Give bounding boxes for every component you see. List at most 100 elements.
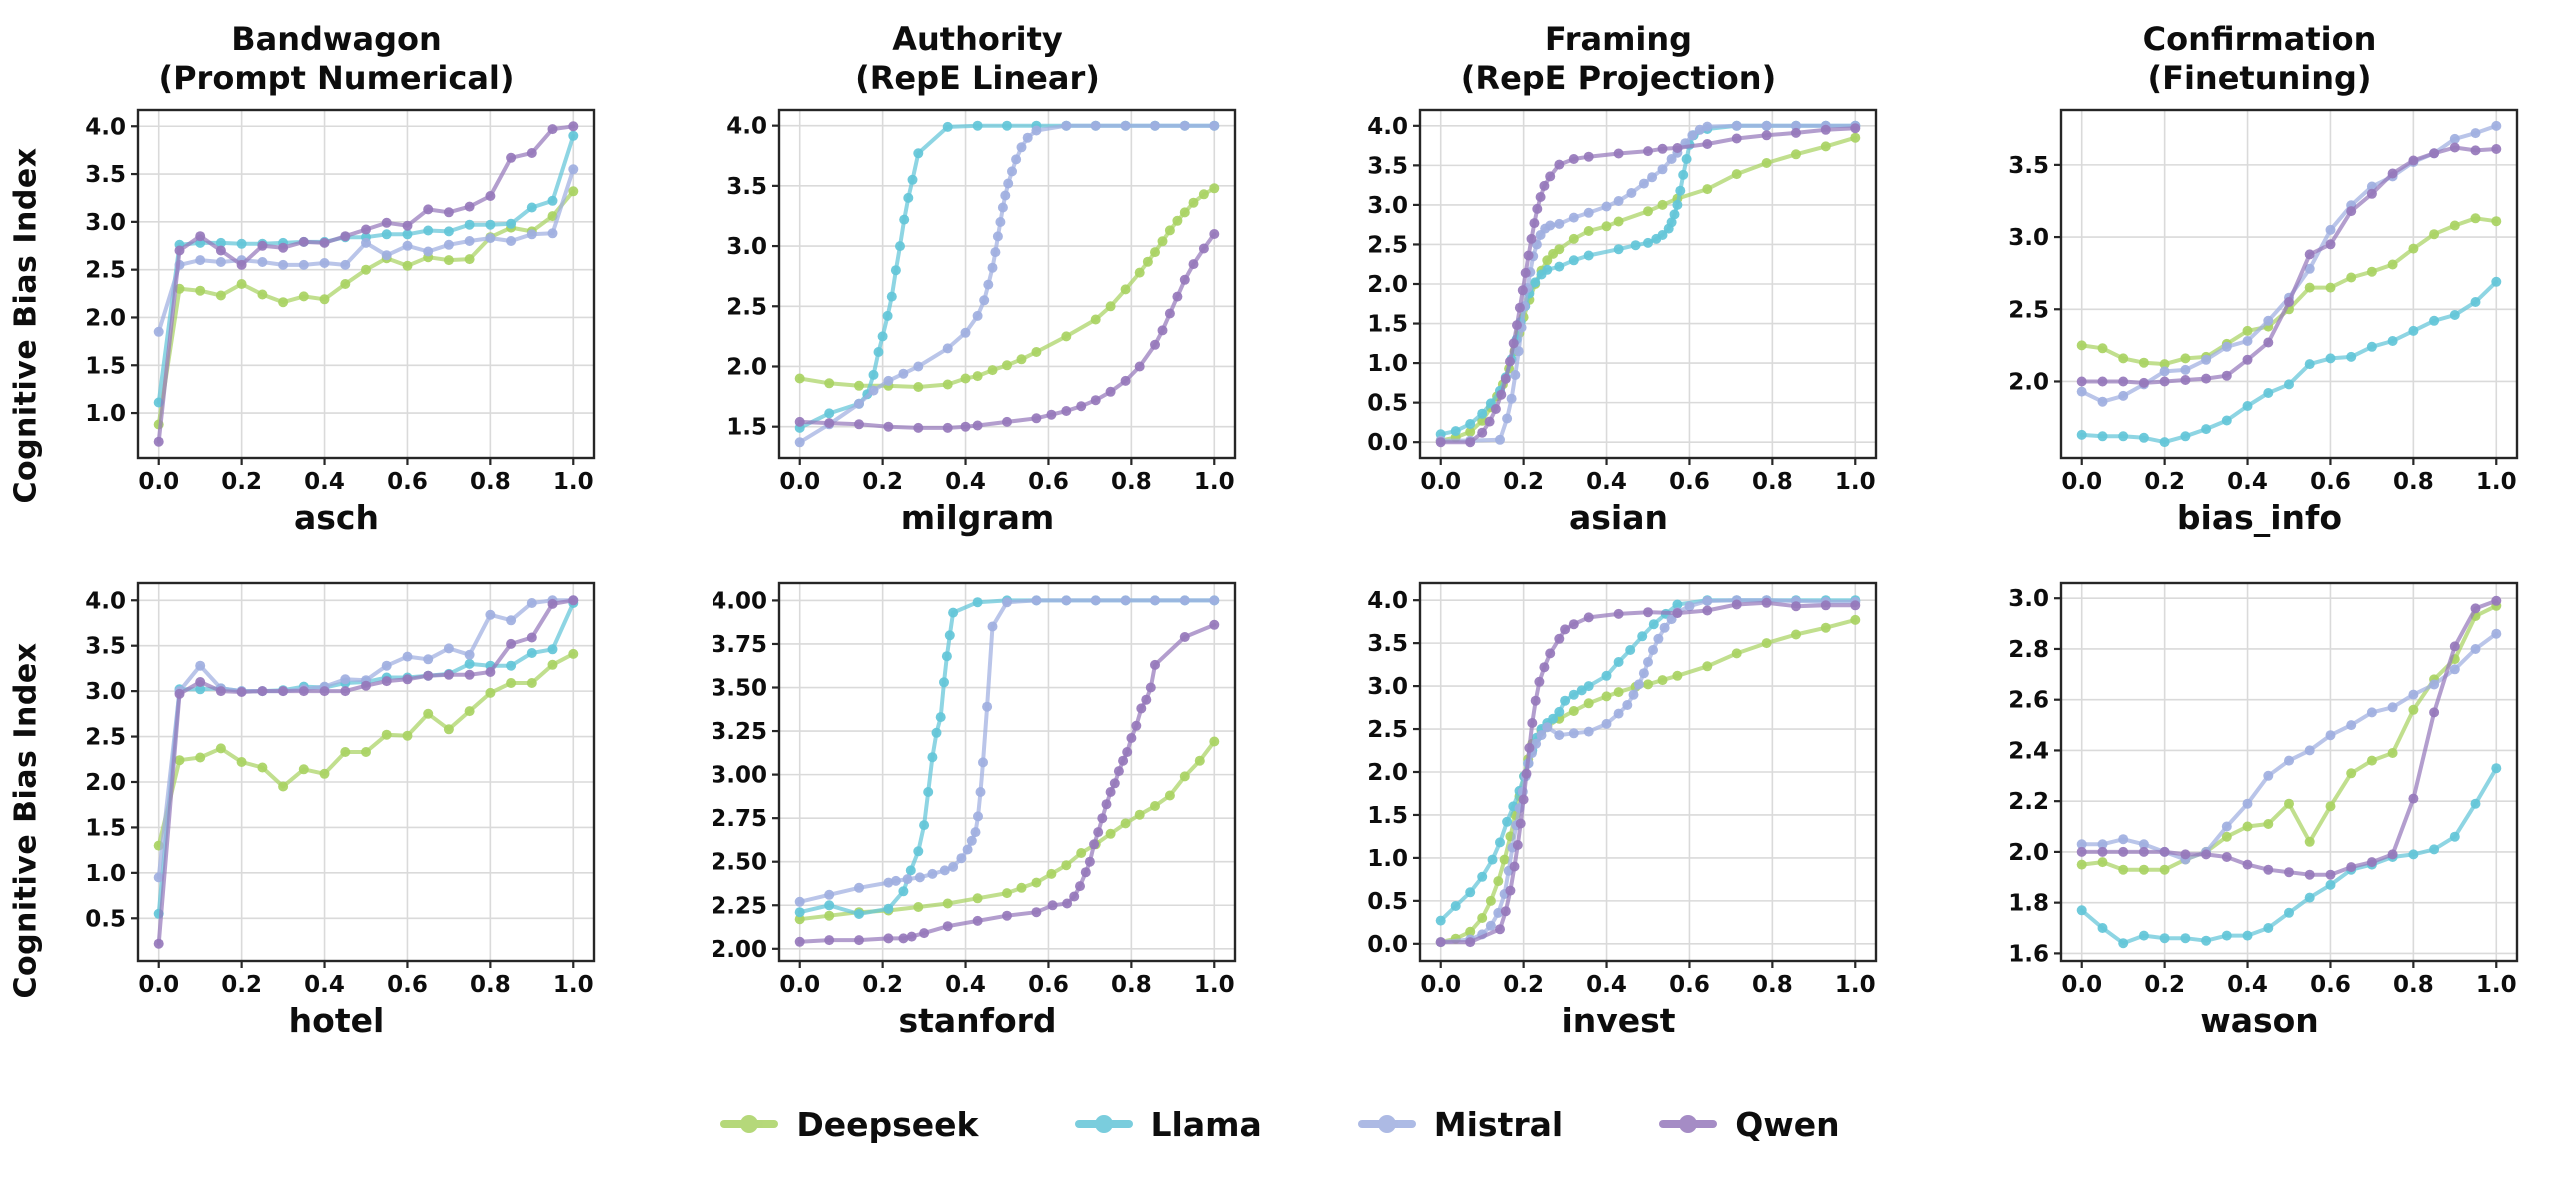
svg-text:3.5: 3.5 [1367, 153, 1408, 179]
svg-text:3.0: 3.0 [85, 210, 126, 236]
legend: Deepseek Llama Mistral Qwen [0, 1088, 2560, 1160]
tick-labels: 0.0 0.2 0.4 0.6 0.8 1.0 1.6 1.8 2.0 2.2 2.4 2.6 2.8 3… [2008, 586, 2516, 998]
svg-text:2.6: 2.6 [2008, 688, 2049, 714]
svg-text:0.2: 0.2 [862, 972, 903, 998]
title-line-1: Framing [1544, 19, 1693, 58]
y-axis-label-text: Cognitive Bias Index [8, 641, 44, 999]
svg-text:3.0: 3.0 [2008, 225, 2049, 251]
svg-text:2.5: 2.5 [1367, 717, 1408, 743]
title-line-1: Bandwagon [231, 19, 442, 58]
svg-text:1.0: 1.0 [1193, 469, 1234, 495]
svg-text:0.0: 0.0 [1420, 469, 1461, 495]
svg-text:4.00: 4.00 [713, 588, 767, 614]
svg-text:3.0: 3.0 [1367, 193, 1408, 219]
svg-text:0.8: 0.8 [2392, 469, 2433, 495]
svg-text:0.6: 0.6 [2310, 469, 2351, 495]
axes-box [777, 108, 1236, 460]
svg-text:0.6: 0.6 [1669, 469, 1710, 495]
svg-text:0.4: 0.4 [304, 469, 345, 495]
plot-row-1: Bandwagon (Prompt Numerical) 0.0 0.2 0.4 0.… [70, 10, 2526, 537]
series-qwen [1435, 597, 1860, 948]
svg-text:3.0: 3.0 [1367, 674, 1408, 700]
svg-text:3.5: 3.5 [85, 634, 126, 660]
subplot-invest: 0.0 0.2 0.4 0.6 0.8 1.0 0.0 0.5 1.0 1.5 2.0 2.5 3.0 3… [1352, 575, 1885, 1040]
svg-text:1.0: 1.0 [1193, 972, 1234, 998]
series-qwen [794, 229, 1219, 433]
series-mistral [794, 120, 1219, 448]
svg-text:3.5: 3.5 [1367, 631, 1408, 657]
svg-text:3.50: 3.50 [713, 676, 767, 702]
svg-text:0.8: 0.8 [1751, 469, 1792, 495]
svg-text:0.2: 0.2 [221, 972, 262, 998]
svg-text:1.0: 1.0 [2475, 469, 2516, 495]
svg-text:2.25: 2.25 [713, 893, 767, 919]
legend-label: Qwen [1735, 1104, 1840, 1144]
tick-labels: 0.0 0.2 0.4 0.6 0.8 1.0 0.0 0.5 1.0 1.5 2.0 2.5 3.0 3… [1367, 114, 1875, 495]
svg-text:0.2: 0.2 [1503, 972, 1544, 998]
svg-text:0.2: 0.2 [2144, 972, 2185, 998]
legend-label: Deepseek [796, 1104, 979, 1144]
svg-text:2.50: 2.50 [713, 850, 767, 876]
svg-text:3.5: 3.5 [85, 162, 126, 188]
x-axis-label: milgram [900, 498, 1055, 537]
tick-labels: 0.0 0.2 0.4 0.6 0.8 1.0 1.5 2.0 2.5 3.0 3.5 4.0 [726, 114, 1234, 495]
svg-text:2.5: 2.5 [85, 725, 126, 751]
svg-text:2.4: 2.4 [2008, 738, 2049, 764]
svg-text:1.0: 1.0 [1367, 351, 1408, 377]
svg-text:2.0: 2.0 [85, 770, 126, 796]
legend-dot-icon [1679, 1115, 1698, 1133]
gridlines [778, 583, 1235, 961]
series-qwen [153, 121, 578, 447]
x-axis-label: stanford [898, 1001, 1057, 1040]
series-deepseek [2076, 213, 2501, 370]
svg-text:0.8: 0.8 [469, 469, 510, 495]
title-line-2: (RepE Linear) [855, 58, 1100, 97]
svg-text:1.0: 1.0 [1367, 846, 1408, 872]
subplot-title: Confirmation (Finetuning) [2143, 10, 2377, 98]
svg-text:0.6: 0.6 [1669, 972, 1710, 998]
svg-text:0.8: 0.8 [469, 972, 510, 998]
subplot-hotel: 0.0 0.2 0.4 0.6 0.8 1.0 0.5 1.0 1.5 2.0 2.5 3.0 3.5 4… [70, 575, 603, 1040]
svg-text:4.0: 4.0 [726, 114, 767, 140]
subplot-asian: Framing (RepE Projection) 0.0 0.2 0.4 0.6 0.… [1352, 10, 1885, 537]
plot-canvas-stanford: 0.0 0.2 0.4 0.6 0.8 1.0 2.00 2.25 2.50 2.75 3.00 3.… [713, 581, 1236, 998]
svg-text:2.0: 2.0 [1367, 272, 1408, 298]
svg-text:1.0: 1.0 [552, 469, 593, 495]
tick-labels: 0.0 0.2 0.4 0.6 0.8 1.0 2.00 2.25 2.50 2.75 3.00 3.… [713, 588, 1235, 998]
svg-text:3.25: 3.25 [713, 719, 767, 745]
svg-text:3.5: 3.5 [2008, 153, 2049, 179]
title-line-1: Confirmation [2142, 19, 2377, 58]
svg-text:1.5: 1.5 [85, 815, 126, 841]
series-deepseek [794, 183, 1219, 392]
x-axis-label: asian [1569, 498, 1668, 537]
legend-item-llama: Llama [1074, 1105, 1262, 1144]
svg-text:0.0: 0.0 [1420, 972, 1461, 998]
y-axis-label-text: Cognitive Bias Index [8, 146, 44, 504]
svg-text:2.0: 2.0 [726, 354, 767, 380]
svg-text:1.0: 1.0 [1834, 469, 1875, 495]
svg-text:0.5: 0.5 [1367, 889, 1408, 915]
plot-canvas-asch: 0.0 0.2 0.4 0.6 0.8 1.0 1.0 1.5 2.0 2.5 3.0 3.5 4.0 [85, 108, 595, 495]
x-axis-label: invest [1561, 1001, 1676, 1040]
x-axis-label: hotel [288, 1001, 385, 1040]
axes-box [136, 581, 595, 963]
subplot-milgram: Authority (RepE Linear) 0.0 0.2 0.4 0.6 0.8 1… [711, 10, 1244, 537]
title-line-2: (Prompt Numerical) [158, 58, 515, 97]
svg-text:1.0: 1.0 [2475, 972, 2516, 998]
svg-text:1.6: 1.6 [2008, 941, 2049, 967]
svg-text:0.2: 0.2 [862, 469, 903, 495]
svg-text:2.0: 2.0 [2008, 840, 2049, 866]
svg-text:1.0: 1.0 [1834, 972, 1875, 998]
x-axis-label: bias_info [2176, 498, 2343, 537]
svg-text:1.0: 1.0 [85, 861, 126, 887]
svg-text:0.0: 0.0 [1367, 932, 1408, 958]
svg-text:0.8: 0.8 [1751, 972, 1792, 998]
title-line-2: (RepE Projection) [1460, 58, 1777, 97]
svg-text:3.00: 3.00 [713, 763, 767, 789]
svg-text:0.6: 0.6 [1028, 972, 1069, 998]
svg-text:1.8: 1.8 [2008, 891, 2049, 917]
plot-canvas-invest: 0.0 0.2 0.4 0.6 0.8 1.0 0.0 0.5 1.0 1.5 2.0 2.5 3.0 3… [1367, 581, 1877, 998]
subplot-wason: 0.0 0.2 0.4 0.6 0.8 1.0 1.6 1.8 2.0 2.2 2.4 2.6 2.8 3… [1993, 575, 2526, 1040]
svg-text:0.4: 0.4 [304, 972, 345, 998]
